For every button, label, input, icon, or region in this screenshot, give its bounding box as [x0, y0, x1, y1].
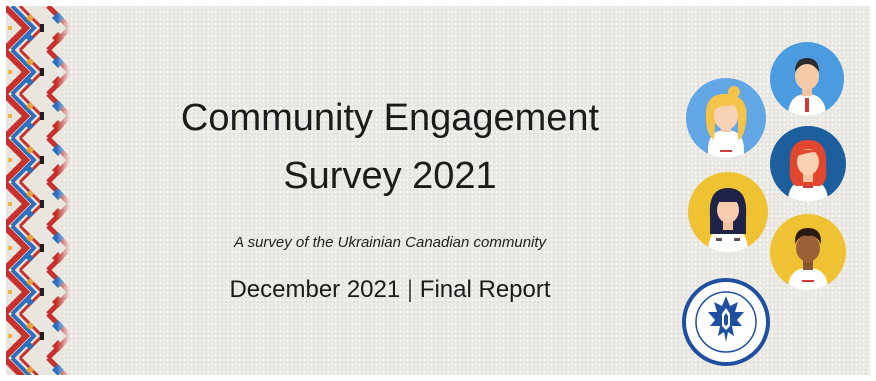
subtitle: A survey of the Ukrainian Canadian commu… — [233, 234, 547, 251]
embroidery-border-pattern — [4, 6, 70, 380]
report-separator: | — [406, 276, 414, 303]
ukrainian-canadian-congress-logo-icon — [682, 278, 770, 366]
blonde-woman-avatar-icon — [686, 78, 766, 158]
report-date: December 2021 — [229, 276, 401, 303]
page-title-line-2: Survey 2021 — [283, 155, 497, 197]
page-title-line-1: Community Engagement — [180, 97, 600, 139]
curly-haired-man-avatar-icon — [770, 214, 846, 290]
man-avatar-icon — [770, 42, 844, 116]
dark-haired-woman-avatar-icon — [688, 172, 768, 252]
red-haired-woman-avatar-icon — [770, 126, 846, 202]
report-label: Final Report — [419, 276, 551, 303]
report-dateline: December 2021 | Final Report — [100, 276, 680, 304]
